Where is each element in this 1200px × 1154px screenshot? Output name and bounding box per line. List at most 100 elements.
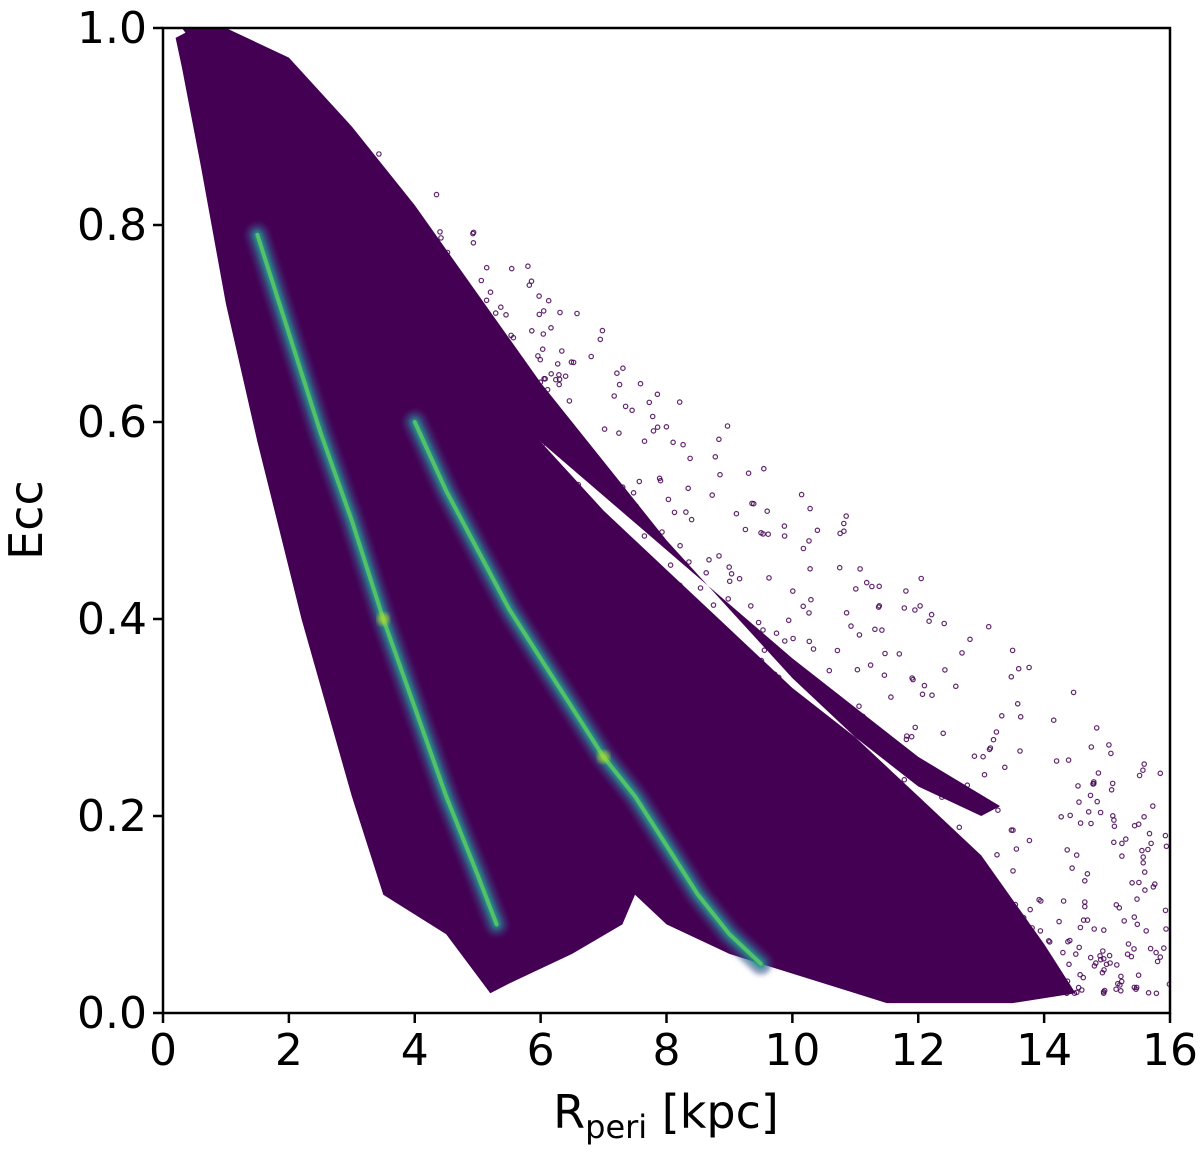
scatter-point xyxy=(611,393,618,399)
scatter-point xyxy=(663,423,670,430)
scatter-point xyxy=(761,647,768,654)
scatter-point xyxy=(646,581,653,588)
y-tick-label: 0.6 xyxy=(77,397,147,448)
scatter-point xyxy=(1014,700,1021,707)
scatter-point xyxy=(314,178,321,184)
scatter-point xyxy=(1028,975,1034,981)
scatter-point xyxy=(648,581,655,588)
scatter-point xyxy=(873,911,880,918)
x-tick-label: 2 xyxy=(275,1025,303,1076)
scatter-point xyxy=(999,909,1005,916)
scatter-point xyxy=(665,496,672,503)
scatter-point xyxy=(492,310,499,316)
scatter-point xyxy=(510,334,517,341)
scatter-point xyxy=(993,729,1000,735)
scatter-point xyxy=(781,533,788,539)
scatter-point xyxy=(956,824,963,831)
scatter-point xyxy=(703,569,710,576)
scatter-point xyxy=(450,410,456,417)
scatter-point xyxy=(476,386,483,393)
scatter-point xyxy=(990,925,997,932)
scatter-point xyxy=(867,662,874,668)
ridge-core xyxy=(412,420,763,966)
scatter-point xyxy=(576,556,583,562)
scatter-point xyxy=(411,344,418,351)
scatter-point xyxy=(811,765,817,771)
scatter-point xyxy=(458,417,465,424)
scatter-point xyxy=(909,873,915,879)
scatter-point xyxy=(1091,963,1098,969)
scatter-point xyxy=(622,563,629,570)
scatter-point xyxy=(970,946,977,953)
scatter-point xyxy=(393,343,399,350)
scatter-point xyxy=(540,308,547,314)
scatter-point xyxy=(849,726,856,732)
scatter-point xyxy=(509,417,515,424)
scatter-point xyxy=(316,121,322,127)
scatter-point xyxy=(611,571,617,578)
scatter-point xyxy=(918,861,925,867)
scatter-point xyxy=(592,519,599,526)
scatter-point xyxy=(967,636,973,643)
scatter-point xyxy=(532,470,538,477)
scatter-point xyxy=(934,825,940,832)
scatter-point xyxy=(710,602,717,608)
scatter-point xyxy=(336,130,343,137)
scatter-point xyxy=(520,444,526,451)
scatter-point xyxy=(1082,877,1088,884)
scatter-point xyxy=(1111,817,1117,823)
scatter-point xyxy=(913,902,920,909)
y-tick-label: 1.0 xyxy=(77,3,147,54)
scatter-point xyxy=(990,736,997,743)
scatter-point xyxy=(339,183,346,190)
scatter-point xyxy=(863,579,870,586)
scatter-point xyxy=(707,628,714,635)
scatter-point xyxy=(781,638,788,644)
scatter-point xyxy=(459,400,466,407)
scatter-point xyxy=(1036,896,1042,903)
scatter-point xyxy=(499,457,506,464)
scatter-point xyxy=(350,291,357,298)
scatter-point xyxy=(771,671,778,678)
scatter-point xyxy=(744,695,750,702)
scatter-point xyxy=(445,333,452,340)
scatter-point xyxy=(806,538,812,544)
scatter-point xyxy=(439,294,446,301)
scatter-point xyxy=(438,394,444,401)
scatter-point xyxy=(339,208,346,215)
scatter-point xyxy=(612,534,619,541)
scatter-point xyxy=(589,578,596,585)
scatter-point xyxy=(1087,792,1094,799)
scatter-point xyxy=(552,376,559,383)
x-axis: 0 2 4 6 8 10 12 14 16 xyxy=(149,1013,1198,1076)
scatter-point xyxy=(443,397,449,404)
scatter-point xyxy=(691,695,698,702)
scatter-point xyxy=(528,327,535,334)
scatter-point xyxy=(371,317,378,324)
scatter-point xyxy=(831,725,838,732)
scatter-point xyxy=(807,505,813,512)
scatter-point xyxy=(730,712,736,719)
scatter-point xyxy=(995,892,1002,899)
scatter-point xyxy=(930,913,937,919)
scatter-point xyxy=(817,791,824,798)
scatter-point xyxy=(536,293,542,299)
scatter-point xyxy=(390,282,397,288)
y-tick-label: 0.8 xyxy=(77,200,147,251)
scatter-point xyxy=(303,225,309,232)
scatter-point xyxy=(568,423,575,429)
scatter-point xyxy=(912,724,919,731)
scatter-point xyxy=(1163,926,1169,932)
scatter-point xyxy=(470,229,477,236)
scatter-point xyxy=(1034,989,1041,995)
scatter-point xyxy=(926,618,932,625)
scatter-point xyxy=(335,279,342,286)
scatter-point xyxy=(831,862,838,869)
scatter-point xyxy=(556,371,562,378)
scatter-point xyxy=(1076,799,1082,805)
scatter-point xyxy=(325,171,332,178)
scatter-point xyxy=(716,553,722,559)
scatter-point xyxy=(836,835,843,842)
scatter-point xyxy=(1097,956,1104,963)
scatter-point xyxy=(317,168,324,175)
